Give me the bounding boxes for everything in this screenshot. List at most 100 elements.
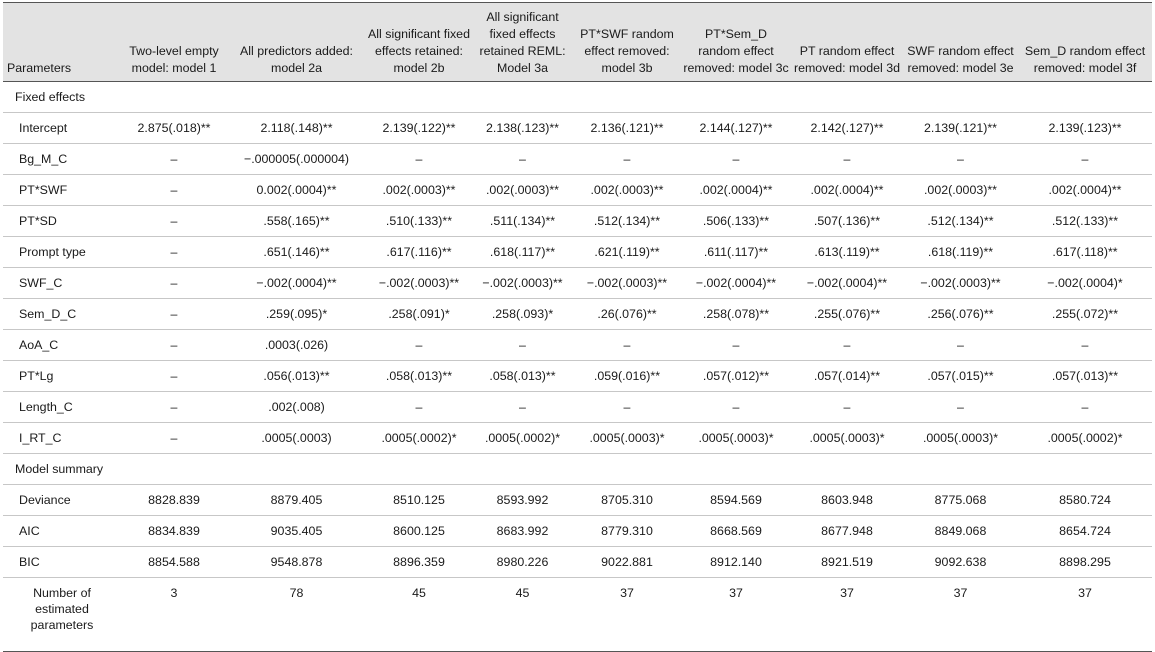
table-cell: .512(.134)** — [903, 205, 1018, 237]
table-cell: 2.875(.018)** — [121, 112, 227, 144]
table-cell: – — [1018, 329, 1152, 361]
table-cell: .056(.013)** — [227, 360, 366, 392]
row-label: Sem_D_C — [3, 298, 121, 330]
table-cell: .256(.076)** — [903, 298, 1018, 330]
table-cell: – — [573, 329, 681, 361]
table-cell: 8580.724 — [1018, 484, 1152, 516]
table-cell: .511(.134)** — [472, 205, 573, 237]
row-label: AoA_C — [3, 329, 121, 361]
table-cell: 9035.405 — [227, 515, 366, 547]
table-cell: 8854.588 — [121, 546, 227, 578]
table-cell: 37 — [573, 577, 681, 652]
table-cell: – — [791, 143, 903, 175]
table-cell: .002(.0003)** — [472, 174, 573, 206]
table-cell: .002(.0003)** — [903, 174, 1018, 206]
table-cell: 2.139(.123)** — [1018, 112, 1152, 144]
table-cell: – — [121, 360, 227, 392]
table-cell: – — [121, 236, 227, 268]
table-row: PT*SWF –0.002(.0004)** .002(.0003)** .002(.… — [3, 174, 1152, 206]
table-cell: .0003(.026) — [227, 329, 366, 361]
table-row: BIC 8854.588 9548.878 8896.359 8980.226 9022.… — [3, 546, 1152, 578]
row-label: Bg_M_C — [3, 143, 121, 175]
table-cell: .0005(.0003)* — [903, 422, 1018, 454]
table-row: Deviance 8828.839 8879.405 8510.125 8593.992… — [3, 484, 1152, 516]
table-cell: −.002(.0004)* — [1018, 267, 1152, 299]
table-cell: −.000005(.000004) — [227, 143, 366, 175]
section-title: Model summary — [3, 453, 1152, 485]
table-cell: 2.118(.148)** — [227, 112, 366, 144]
row-label: I_RT_C — [3, 422, 121, 454]
table-cell: −.002(.0003)** — [366, 267, 472, 299]
table-cell: 9022.881 — [573, 546, 681, 578]
table-cell: 8594.569 — [681, 484, 791, 516]
table-cell: .651(.146)** — [227, 236, 366, 268]
table-cell: – — [121, 205, 227, 237]
table-cell: – — [903, 391, 1018, 423]
table-cell: 8898.295 — [1018, 546, 1152, 578]
row-label: Deviance — [3, 484, 121, 516]
row-label: Length_C — [3, 391, 121, 423]
table-cell: 8834.839 — [121, 515, 227, 547]
table-cell: .0005(.0002)* — [472, 422, 573, 454]
table-cell: 2.142(.127)** — [791, 112, 903, 144]
row-label: BIC — [3, 546, 121, 578]
column-header-model: Two-level empty model: model 1 — [121, 2, 227, 82]
table-cell: .512(.134)** — [573, 205, 681, 237]
table-cell: .0005(.0002)* — [1018, 422, 1152, 454]
header-row: Parameters Two-level empty model: model 1… — [3, 2, 1152, 82]
column-header-model: All significant fixed effects retained: … — [366, 2, 472, 82]
table-cell: .255(.076)** — [791, 298, 903, 330]
table-cell: 37 — [1018, 577, 1152, 652]
table-cell: 2.138(.123)** — [472, 112, 573, 144]
table-row-estimated-parameters: Number of estimated parameters 3 78 45 45 37 3… — [3, 577, 1152, 652]
table-cell: 8896.359 — [366, 546, 472, 578]
table-cell: .0005(.0003)* — [573, 422, 681, 454]
table-cell: – — [472, 391, 573, 423]
table-cell: 37 — [791, 577, 903, 652]
table-cell: .0005(.0003)* — [791, 422, 903, 454]
column-header-model: PT*Sem_D random effect removed: model 3c — [681, 2, 791, 82]
table-cell: −.002(.0003)** — [903, 267, 1018, 299]
table-cell: 8603.948 — [791, 484, 903, 516]
table-cell: 8879.405 — [227, 484, 366, 516]
table-cell: .558(.165)** — [227, 205, 366, 237]
table-cell: – — [121, 143, 227, 175]
section-row: Model summary — [3, 453, 1152, 485]
row-label: Number of estimated parameters — [3, 577, 121, 652]
table-cell: .621(.119)** — [573, 236, 681, 268]
table-cell: −.002(.0003)** — [472, 267, 573, 299]
row-label: Intercept — [3, 112, 121, 144]
table-cell: 8980.226 — [472, 546, 573, 578]
table-cell: 9548.878 — [227, 546, 366, 578]
table-cell: 45 — [366, 577, 472, 652]
table-cell: .258(.093)* — [472, 298, 573, 330]
table-cell: – — [366, 143, 472, 175]
section-row: Fixed effects — [3, 81, 1152, 113]
column-header-model: Sem_D random effect removed: model 3f — [1018, 2, 1152, 82]
table-cell: .059(.016)** — [573, 360, 681, 392]
table-row: AIC 8834.839 9035.405 8600.125 8683.992 8779.… — [3, 515, 1152, 547]
table-cell: .258(.091)* — [366, 298, 472, 330]
table-cell: – — [681, 329, 791, 361]
table-cell: – — [1018, 143, 1152, 175]
table-cell: .507(.136)** — [791, 205, 903, 237]
table-cell: 8593.992 — [472, 484, 573, 516]
table-cell: .057(.014)** — [791, 360, 903, 392]
table-cell: −.002(.0004)** — [791, 267, 903, 299]
table-cell: .0005(.0002)* — [366, 422, 472, 454]
table-cell: .002(.0004)** — [681, 174, 791, 206]
table-cell: 0.002(.0004)** — [227, 174, 366, 206]
table-cell: 8600.125 — [366, 515, 472, 547]
column-header-model: All predictors added: model 2a — [227, 2, 366, 82]
table-cell: .058(.013)** — [472, 360, 573, 392]
row-label: Prompt type — [3, 236, 121, 268]
table-cell: −.002(.0004)** — [681, 267, 791, 299]
column-header-model: SWF random effect removed: model 3e — [903, 2, 1018, 82]
table-cell: – — [472, 329, 573, 361]
table-cell: 8683.992 — [472, 515, 573, 547]
table-row: Intercept 2.875(.018)** 2.118(.148)** 2.139… — [3, 112, 1152, 144]
table-cell: 8705.310 — [573, 484, 681, 516]
table-cell: .255(.072)** — [1018, 298, 1152, 330]
table-row: PT*Lg – .056(.013)** .058(.013)** .058(.013)… — [3, 360, 1152, 392]
table-cell: −.002(.0003)** — [573, 267, 681, 299]
